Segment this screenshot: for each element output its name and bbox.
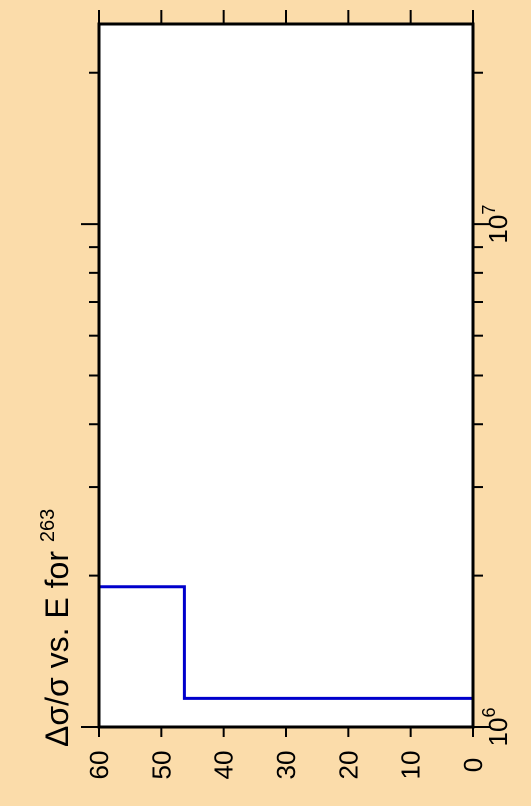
x-tick-label-base: 10 xyxy=(483,718,513,747)
y-tick-label: 60 xyxy=(84,751,114,780)
y-tick-label: 10 xyxy=(396,751,426,780)
y-tick-label: 30 xyxy=(271,751,301,780)
x-tick-label-base: 10 xyxy=(483,215,513,244)
y-tick-label: 20 xyxy=(333,751,363,780)
plot-frame xyxy=(97,22,475,729)
chart-title-superscript: 263 xyxy=(37,509,59,542)
chart-title: Δσ/σ vs. E for 263 xyxy=(37,509,75,747)
y-tick-label: 0 xyxy=(458,758,488,772)
y-tick-labels: 0 10 20 30 40 50 60 xyxy=(84,751,488,780)
x-tick-label: 107 xyxy=(479,205,513,244)
axis-ticks xyxy=(81,10,491,737)
x-tick-label-exponent: 7 xyxy=(479,205,499,215)
plot-area xyxy=(99,24,473,727)
x-tick-label: 106 xyxy=(479,708,513,747)
y-tick-label: 50 xyxy=(146,751,176,780)
chart-title-text: Δσ/σ vs. E for xyxy=(39,542,75,747)
y-tick-label: 40 xyxy=(209,751,239,780)
x-tick-label-exponent: 6 xyxy=(479,708,499,718)
